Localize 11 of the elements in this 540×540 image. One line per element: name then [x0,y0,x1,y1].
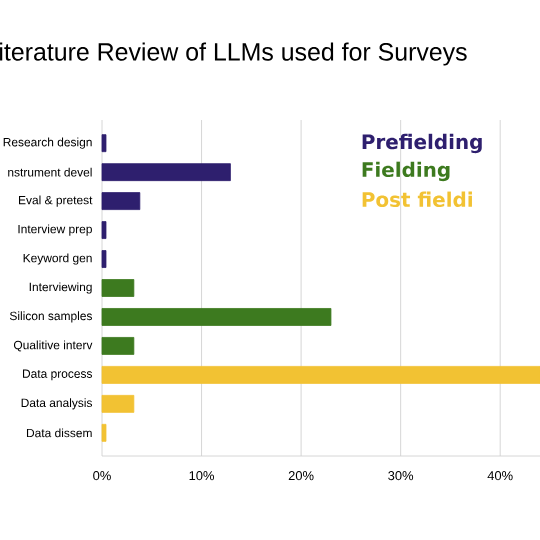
text: Fielding [362,161,450,182]
text: Prefielding [362,133,482,154]
chart-title: iterature Review of LLMs used for Surveys [0,42,467,66]
bar [101,337,135,355]
bar [101,192,141,210]
bar [101,366,540,384]
bar [101,394,135,413]
bar [101,279,135,297]
text: Post fieldi [362,191,472,207]
bar [101,163,231,182]
bar [101,308,332,326]
